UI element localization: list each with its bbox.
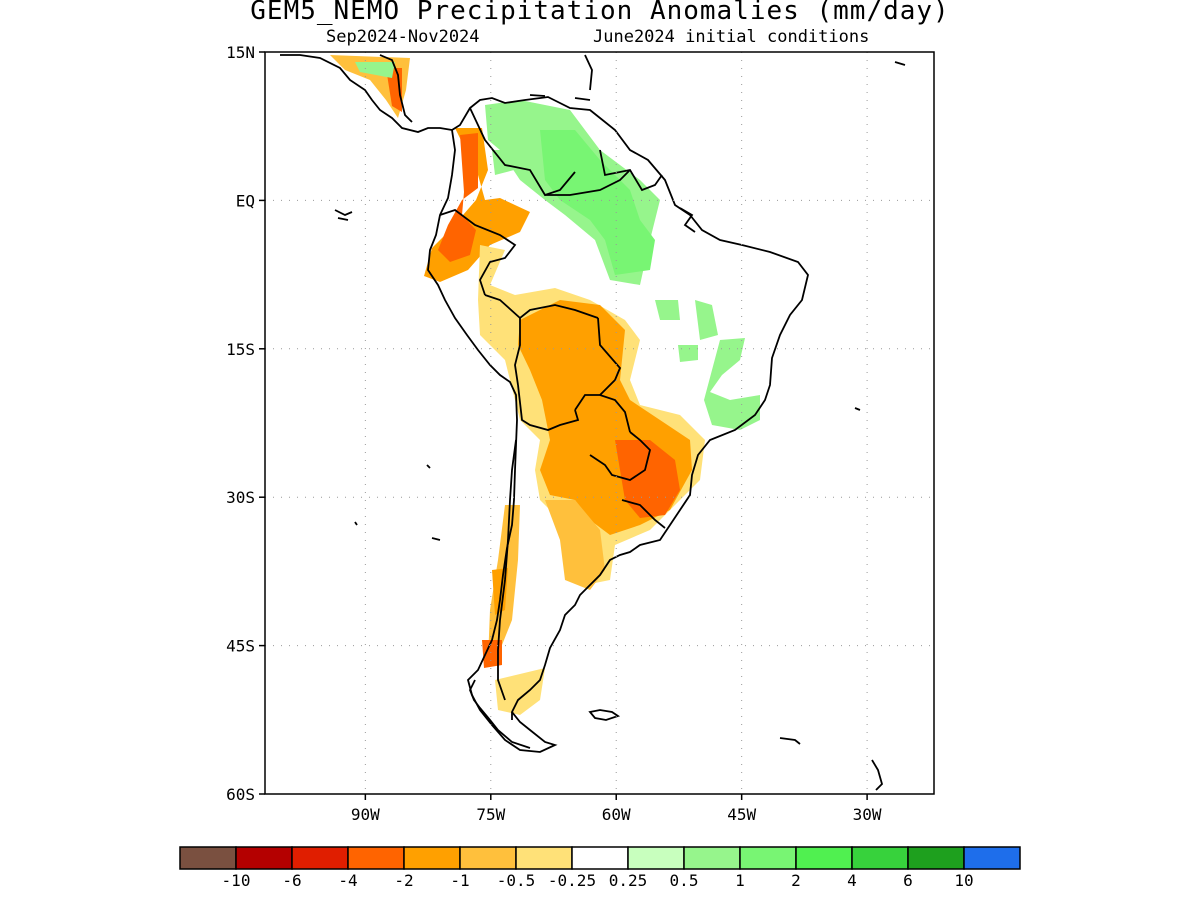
colorbar-label: 10 bbox=[954, 871, 973, 890]
coastline-and-borders bbox=[280, 54, 906, 791]
axis-ticks: 90W 75W 60W 45W 30W 15N EQ 15S 30S 45S 60S bbox=[226, 43, 882, 824]
border-venezuela-brazil bbox=[545, 169, 631, 196]
east-brazil-wet-4 bbox=[704, 338, 760, 430]
central-america-coast bbox=[280, 54, 453, 133]
atlantic-islands bbox=[854, 61, 906, 411]
border-bolivia-brazil bbox=[597, 317, 622, 396]
colorbar-label: -6 bbox=[282, 871, 301, 890]
lat-tick-label: 15S bbox=[226, 340, 255, 359]
colorbar-label: -0.25 bbox=[548, 871, 596, 890]
colorbar-label: 0.25 bbox=[609, 871, 648, 890]
amazon-delta bbox=[679, 207, 696, 233]
south-brazil-core-dry bbox=[615, 440, 680, 518]
lat-tick-label: EQ bbox=[236, 191, 255, 210]
colombia-andes-core bbox=[438, 133, 478, 262]
east-brazil-wet-2 bbox=[695, 300, 718, 340]
border-paraguay-brazil bbox=[589, 431, 651, 481]
colorbar-label: 1 bbox=[735, 871, 745, 890]
colorbar-swatch bbox=[963, 846, 1021, 870]
border-andes-south bbox=[497, 439, 517, 701]
colorbar: -10 -6 -4 -2 -1 -0.5 -0.25 0.25 0.5 1 2 4 6 10 bbox=[179, 846, 1021, 890]
colorbar-swatch bbox=[347, 846, 405, 870]
border-argentina-uruguay bbox=[621, 499, 666, 529]
lat-tick-label: 15N bbox=[226, 43, 255, 62]
border-peru-brazil bbox=[484, 294, 599, 320]
north-brazil-wet bbox=[540, 130, 655, 275]
trindade bbox=[354, 464, 441, 541]
colorbar-label: 2 bbox=[791, 871, 801, 890]
colorbar-label: -10 bbox=[222, 871, 251, 890]
chile-central-core bbox=[492, 568, 508, 615]
colorbar-label: -0.5 bbox=[497, 871, 536, 890]
colorbar-swatch bbox=[851, 846, 909, 870]
colorbar-swatch bbox=[739, 846, 797, 870]
lon-tick-label: 60W bbox=[602, 805, 631, 824]
chiloe-tierra-del-fuego bbox=[469, 679, 531, 749]
season-subtitle: Sep2024-Nov2024 bbox=[326, 27, 480, 47]
initial-conditions-subtitle: June2024 initial conditions bbox=[593, 27, 870, 47]
border-chile-argentina bbox=[517, 384, 580, 431]
falklands bbox=[588, 709, 621, 721]
sandwich-islands bbox=[871, 759, 884, 791]
border-colombia-venezuela bbox=[469, 107, 576, 197]
lon-tick-label: 90W bbox=[351, 805, 380, 824]
lat-tick-label: 30S bbox=[226, 488, 255, 507]
colorbar-swatch bbox=[235, 846, 293, 870]
anomaly-shading bbox=[330, 55, 760, 715]
lon-tick-label: 30W bbox=[853, 805, 882, 824]
colorbar-label: -2 bbox=[394, 871, 413, 890]
colorbar-swatch bbox=[571, 846, 629, 870]
lon-tick-label: 75W bbox=[476, 805, 505, 824]
border-peru-bolivia bbox=[514, 318, 521, 386]
colorbar-label: -4 bbox=[338, 871, 357, 890]
caribbean-islands bbox=[529, 54, 593, 101]
map-frame bbox=[264, 51, 935, 795]
south-georgia bbox=[779, 737, 801, 745]
lon-tick-label: 45W bbox=[727, 805, 756, 824]
central-america-north-coast bbox=[379, 54, 413, 123]
colorbar-label: -1 bbox=[450, 871, 469, 890]
colorbar-swatch bbox=[291, 846, 349, 870]
border-guyanas bbox=[599, 149, 663, 192]
colorbar-swatch bbox=[907, 846, 965, 870]
east-brazil-wet-3 bbox=[678, 345, 698, 362]
colorbar-label: 6 bbox=[903, 871, 913, 890]
colorbar-swatch bbox=[795, 846, 853, 870]
border-bolivia-paraguay bbox=[574, 394, 631, 433]
chile-south-core bbox=[482, 640, 502, 668]
east-brazil-wet bbox=[655, 300, 680, 320]
colorbar-swatch bbox=[459, 846, 517, 870]
colorbar-label: 4 bbox=[847, 871, 857, 890]
colorbar-swatch bbox=[627, 846, 685, 870]
patagonia-south-dry bbox=[495, 668, 545, 715]
central-america-wet bbox=[355, 62, 395, 78]
colorbar-swatch bbox=[403, 846, 461, 870]
galapagos bbox=[334, 209, 353, 221]
colorbar-label: 0.5 bbox=[670, 871, 699, 890]
colorbar-swatch bbox=[179, 846, 237, 870]
lat-tick-label: 45S bbox=[226, 637, 255, 656]
colorbar-swatch bbox=[683, 846, 741, 870]
colorbar-swatch bbox=[515, 846, 573, 870]
chart-title: GEM5_NEMO Precipitation Anomalies (mm/da… bbox=[250, 0, 950, 26]
lat-tick-label: 60S bbox=[226, 785, 255, 804]
border-colombia-ecuador-peru bbox=[439, 208, 517, 296]
argentina-north-dry bbox=[545, 500, 605, 590]
